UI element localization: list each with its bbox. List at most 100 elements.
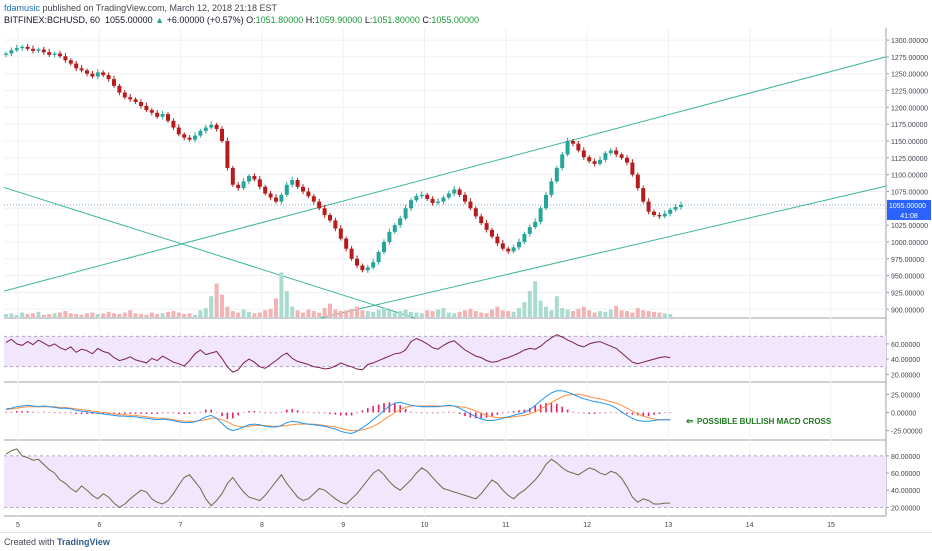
volume-bar bbox=[376, 309, 381, 317]
open-label: O: bbox=[246, 15, 256, 25]
volume-bar bbox=[333, 309, 338, 317]
macd-histogram-bar bbox=[588, 412, 590, 414]
candle-body bbox=[625, 157, 629, 163]
macd-histogram-bar bbox=[205, 409, 207, 413]
volume-bar bbox=[74, 314, 79, 317]
stoch-line bbox=[5, 448, 671, 509]
publish-info: fdamusic published on TradingView.com, M… bbox=[4, 2, 277, 14]
candle-body bbox=[646, 201, 651, 212]
price-tick-label: 1250.00000 bbox=[891, 72, 928, 79]
volume-bars bbox=[4, 272, 673, 317]
candle-body bbox=[263, 186, 268, 194]
macd-histogram-bar bbox=[583, 412, 585, 414]
candle-body bbox=[122, 92, 127, 98]
chart-canvas[interactable]: 60.00000 40.00000 20.00000 25.00000 0.00000… bbox=[0, 28, 932, 532]
volume-bar bbox=[166, 311, 170, 317]
volume-bar bbox=[274, 298, 278, 317]
macd-histogram-bar bbox=[658, 412, 661, 414]
volume-bar bbox=[290, 306, 295, 317]
trend-line bbox=[319, 185, 887, 319]
band-fill bbox=[4, 455, 886, 508]
time-axis[interactable]: 5 6 7 8 9 10 11 12 13 14 15 bbox=[16, 522, 835, 529]
candle-body bbox=[511, 247, 516, 252]
candle-body bbox=[257, 179, 262, 187]
candle-body bbox=[95, 72, 100, 77]
candle-body bbox=[322, 208, 327, 216]
macd-histogram-bar bbox=[550, 403, 553, 413]
candle-body bbox=[500, 243, 505, 249]
volume-bar bbox=[533, 281, 538, 317]
candle-body bbox=[279, 194, 284, 202]
macd-histogram-bar bbox=[512, 411, 515, 413]
osc-tick-label: 60.00000 bbox=[891, 471, 920, 478]
macd-histogram-bar bbox=[253, 411, 256, 413]
volume-bar bbox=[79, 314, 84, 317]
time-tick-label: 9 bbox=[341, 522, 345, 529]
macd-histogram-bar bbox=[475, 412, 477, 419]
macd-histogram-bar bbox=[48, 412, 50, 413]
candle-body bbox=[619, 154, 624, 158]
candle-body bbox=[349, 248, 354, 259]
volume-bar bbox=[387, 310, 392, 317]
candle-body bbox=[484, 223, 489, 230]
volume-bar bbox=[360, 310, 365, 317]
macd-histogram-bar bbox=[507, 411, 509, 413]
volume-bar bbox=[139, 314, 143, 317]
candle-body bbox=[252, 176, 257, 180]
macd-histogram-bar bbox=[145, 412, 148, 414]
macd-histogram-bar bbox=[415, 412, 418, 413]
macd-histogram-bar bbox=[215, 412, 218, 413]
candle-body bbox=[403, 208, 408, 219]
macd-histogram-bar bbox=[75, 412, 77, 414]
volume-bar bbox=[425, 310, 430, 317]
macd-histogram-bar bbox=[669, 412, 671, 413]
author-link[interactable]: fdamusic bbox=[4, 3, 41, 13]
candle-body bbox=[473, 208, 478, 217]
macd-histogram-bar bbox=[318, 412, 320, 414]
volume-bar bbox=[128, 310, 133, 317]
last-price-tag bbox=[887, 199, 931, 210]
macd-histogram-bar bbox=[53, 412, 56, 414]
candle-body bbox=[587, 157, 592, 162]
price-axis[interactable]: 1300.00000 1275.00000 1250.00000 1225.00000… bbox=[886, 38, 931, 314]
stoch-rsi-pane: 80.00000 60.00000 40.00000 20.00000 bbox=[4, 448, 920, 512]
macd-histogram-bar bbox=[664, 412, 666, 413]
candle-body bbox=[446, 193, 451, 198]
tradingview-logo[interactable]: TradingView bbox=[57, 537, 110, 547]
candle-body bbox=[220, 128, 224, 142]
candle-body bbox=[274, 197, 278, 202]
volume-bar bbox=[338, 311, 343, 317]
macd-histogram-bar bbox=[129, 412, 131, 414]
candle-body bbox=[63, 56, 68, 61]
candle-body bbox=[328, 215, 332, 221]
volume-bar bbox=[522, 302, 527, 317]
macd-histogram-bar bbox=[350, 412, 353, 416]
price-tick-label: 1275.00000 bbox=[891, 55, 928, 62]
candle-body bbox=[128, 97, 133, 100]
time-tick-label: 7 bbox=[179, 522, 183, 529]
macd-histogram-bar bbox=[26, 411, 29, 413]
macd-histogram-bar bbox=[156, 412, 158, 414]
volume-bar bbox=[112, 313, 116, 317]
candle-body bbox=[209, 124, 214, 128]
macd-histogram-bar bbox=[431, 412, 434, 414]
symbol-label: BITFINEX:BCHUSD, 60 bbox=[4, 15, 101, 25]
volume-bar bbox=[506, 311, 511, 317]
price-tick-label: 1225.00000 bbox=[891, 89, 928, 96]
macd-histogram-bar bbox=[140, 412, 142, 414]
volume-bar bbox=[446, 312, 451, 317]
macd-histogram-bar bbox=[86, 412, 88, 414]
volume-bar bbox=[382, 308, 386, 317]
volume-bar bbox=[25, 314, 30, 317]
price-tick-label: 1300.00000 bbox=[891, 38, 928, 45]
candle-body bbox=[463, 194, 467, 202]
candle-body bbox=[409, 200, 413, 209]
macd-histogram-bar bbox=[323, 412, 326, 414]
volume-bar bbox=[52, 313, 57, 317]
candle-body bbox=[614, 150, 619, 155]
macd-histogram-bar bbox=[275, 412, 277, 414]
macd-histogram-bar bbox=[394, 403, 396, 413]
candle-body bbox=[338, 228, 343, 239]
candle-body bbox=[382, 241, 386, 253]
macd-histogram-bar bbox=[502, 412, 504, 414]
